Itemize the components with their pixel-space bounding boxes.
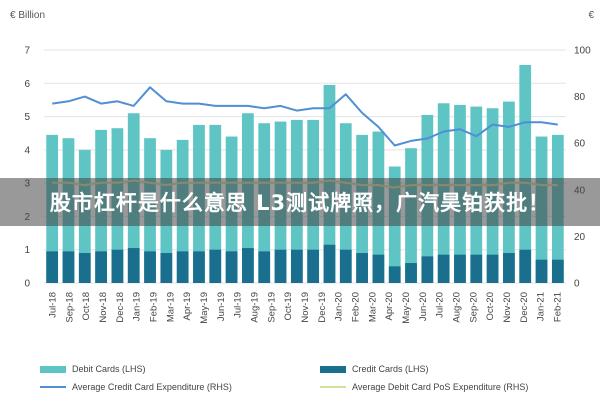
bar-credit-cards <box>356 253 368 283</box>
bar-credit-cards <box>307 249 320 283</box>
x-tick-label: Apr-20 <box>384 292 395 321</box>
x-tick-label: May-20 <box>401 292 412 324</box>
bar-credit-cards <box>454 254 466 283</box>
bars <box>46 64 564 284</box>
x-tick-label: Aug-19 <box>249 292 260 323</box>
bar-credit-cards <box>323 244 336 283</box>
legend-item-avg-debit-pos-expenditure: Average Debit Card PoS Expenditure (RHS) <box>320 382 528 392</box>
line-average-credit-card-expenditure-rhs- <box>52 86 558 147</box>
x-tick-label: Apr-19 <box>182 292 193 321</box>
bar-credit-cards <box>193 251 205 283</box>
x-tick-label: Jul-18 <box>47 292 58 318</box>
legend-swatch <box>40 365 66 373</box>
x-tick-label: Dec-19 <box>317 292 328 323</box>
x-tick-label: Jan-20 <box>334 292 345 321</box>
x-tick-label: Sep-20 <box>468 292 479 323</box>
x-tick-label: Nov-20 <box>502 292 513 323</box>
x-tick-label: Dec-20 <box>519 292 530 323</box>
x-tick-label: Feb-19 <box>148 292 159 322</box>
y-axis-left-ticks: 01234567 <box>24 46 30 290</box>
x-tick-label: Feb-21 <box>553 292 564 322</box>
legend-swatch <box>320 386 346 388</box>
x-tick-label: Jun-20 <box>418 292 429 321</box>
right-axis-unit: € <box>588 10 594 21</box>
x-axis-ticks: Jul-18 Sep-18 Oct-18 Nov-18 Dec-18 Jan-19 Feb-… <box>47 292 563 324</box>
y-axis-right-ticks: 020406080100 <box>574 46 591 290</box>
x-tick-label: Oct-18 <box>81 292 92 321</box>
x-tick-label: Sep-19 <box>266 292 277 323</box>
bar-credit-cards <box>405 263 417 283</box>
legend-swatch <box>40 386 66 388</box>
headline-overlay-text: 股市杠杆是什么意思 L3测试牌照，广汽昊铂获批！ <box>49 191 551 215</box>
x-tick-label: Dec-18 <box>115 292 126 323</box>
y-right-tick-label: 20 <box>574 232 586 243</box>
bar-credit-cards <box>290 249 303 283</box>
y-left-tick-label: 1 <box>24 245 30 256</box>
legend-label: Average Debit Card PoS Expenditure (RHS) <box>352 382 529 392</box>
bar-credit-cards <box>95 251 107 283</box>
legend: Debit Cards (LHS) Credit Cards (LHS) Ave… <box>40 364 580 398</box>
headline-overlay-banner: 股市杠杆是什么意思 L3测试牌照，广汽昊铂获批！ <box>0 178 600 226</box>
x-tick-label: Oct-19 <box>283 292 294 321</box>
bar-credit-cards <box>274 249 287 283</box>
x-tick-label: Jul-20 <box>435 292 446 318</box>
y-left-tick-label: 7 <box>24 46 30 57</box>
x-tick-label: Jan-19 <box>132 292 143 321</box>
legend-label: Debit Cards (LHS) <box>72 364 146 374</box>
bar-credit-cards <box>46 251 59 283</box>
bar-credit-cards <box>209 249 222 283</box>
bar-credit-cards <box>388 266 401 283</box>
bar-credit-cards <box>503 253 515 283</box>
y-right-tick-label: 100 <box>574 46 591 57</box>
x-tick-label: Mar-20 <box>367 292 378 322</box>
x-tick-label: May-19 <box>199 292 210 324</box>
y-left-tick-label: 4 <box>24 145 30 156</box>
x-tick-label: Nov-18 <box>98 292 109 323</box>
left-axis-unit: € Billion <box>10 10 46 21</box>
y-left-tick-label: 6 <box>24 79 30 90</box>
y-right-tick-label: 60 <box>574 139 586 150</box>
x-tick-label: Mar-19 <box>165 292 176 322</box>
bar-credit-cards <box>144 251 156 283</box>
y-right-tick-label: 0 <box>574 279 580 290</box>
bar-credit-cards <box>225 251 238 283</box>
bar-debit-cards <box>519 64 532 283</box>
bar-credit-cards <box>339 249 352 283</box>
x-tick-label: Nov-19 <box>300 292 311 323</box>
x-tick-label: Jul-19 <box>233 292 244 318</box>
legend-item-credit-cards: Credit Cards (LHS) <box>320 364 429 374</box>
bar-credit-cards <box>551 259 564 283</box>
y-left-tick-label: 5 <box>24 112 30 123</box>
bar-credit-cards <box>258 251 271 283</box>
legend-item-avg-credit-expenditure: Average Credit Card Expenditure (RHS) <box>40 382 232 392</box>
x-tick-label: Oct-20 <box>485 292 496 321</box>
bar-credit-cards <box>111 249 124 283</box>
bar-credit-cards <box>78 253 91 283</box>
legend-label: Average Credit Card Expenditure (RHS) <box>72 382 232 392</box>
x-tick-label: Aug-20 <box>452 292 463 323</box>
bar-credit-cards <box>242 248 254 283</box>
x-tick-label: Sep-18 <box>64 292 75 323</box>
bar-credit-cards <box>176 251 189 283</box>
bar-credit-cards <box>127 248 140 283</box>
bar-credit-cards <box>470 254 483 283</box>
bar-credit-cards <box>535 259 548 283</box>
x-tick-label: Jun-19 <box>216 292 227 321</box>
bar-credit-cards <box>486 254 499 283</box>
legend-item-debit-cards: Debit Cards (LHS) <box>40 364 146 374</box>
bar-credit-cards <box>160 253 173 283</box>
bar-credit-cards <box>372 254 385 283</box>
x-tick-label: Jan-21 <box>536 292 547 321</box>
bar-credit-cards <box>421 256 434 283</box>
legend-swatch <box>320 365 346 373</box>
y-right-tick-label: 80 <box>574 92 586 103</box>
bar-credit-cards <box>519 249 532 283</box>
y-left-tick-label: 0 <box>24 279 30 290</box>
bar-credit-cards <box>62 251 75 283</box>
legend-label: Credit Cards (LHS) <box>352 364 429 374</box>
bar-credit-cards <box>437 254 450 283</box>
x-tick-label: Feb-20 <box>351 292 362 322</box>
